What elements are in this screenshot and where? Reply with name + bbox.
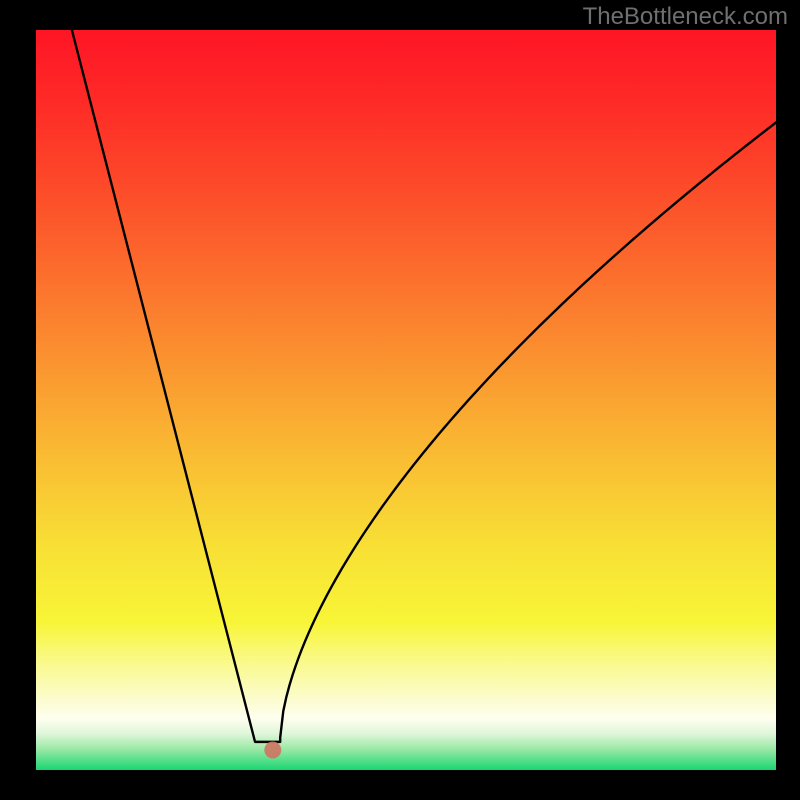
chart-container: TheBottleneck.com bbox=[0, 0, 800, 800]
optimum-marker bbox=[264, 742, 281, 759]
plot-area bbox=[36, 30, 776, 770]
watermark-text: TheBottleneck.com bbox=[583, 3, 788, 31]
gradient-background bbox=[36, 30, 776, 770]
plot-svg bbox=[36, 30, 776, 770]
